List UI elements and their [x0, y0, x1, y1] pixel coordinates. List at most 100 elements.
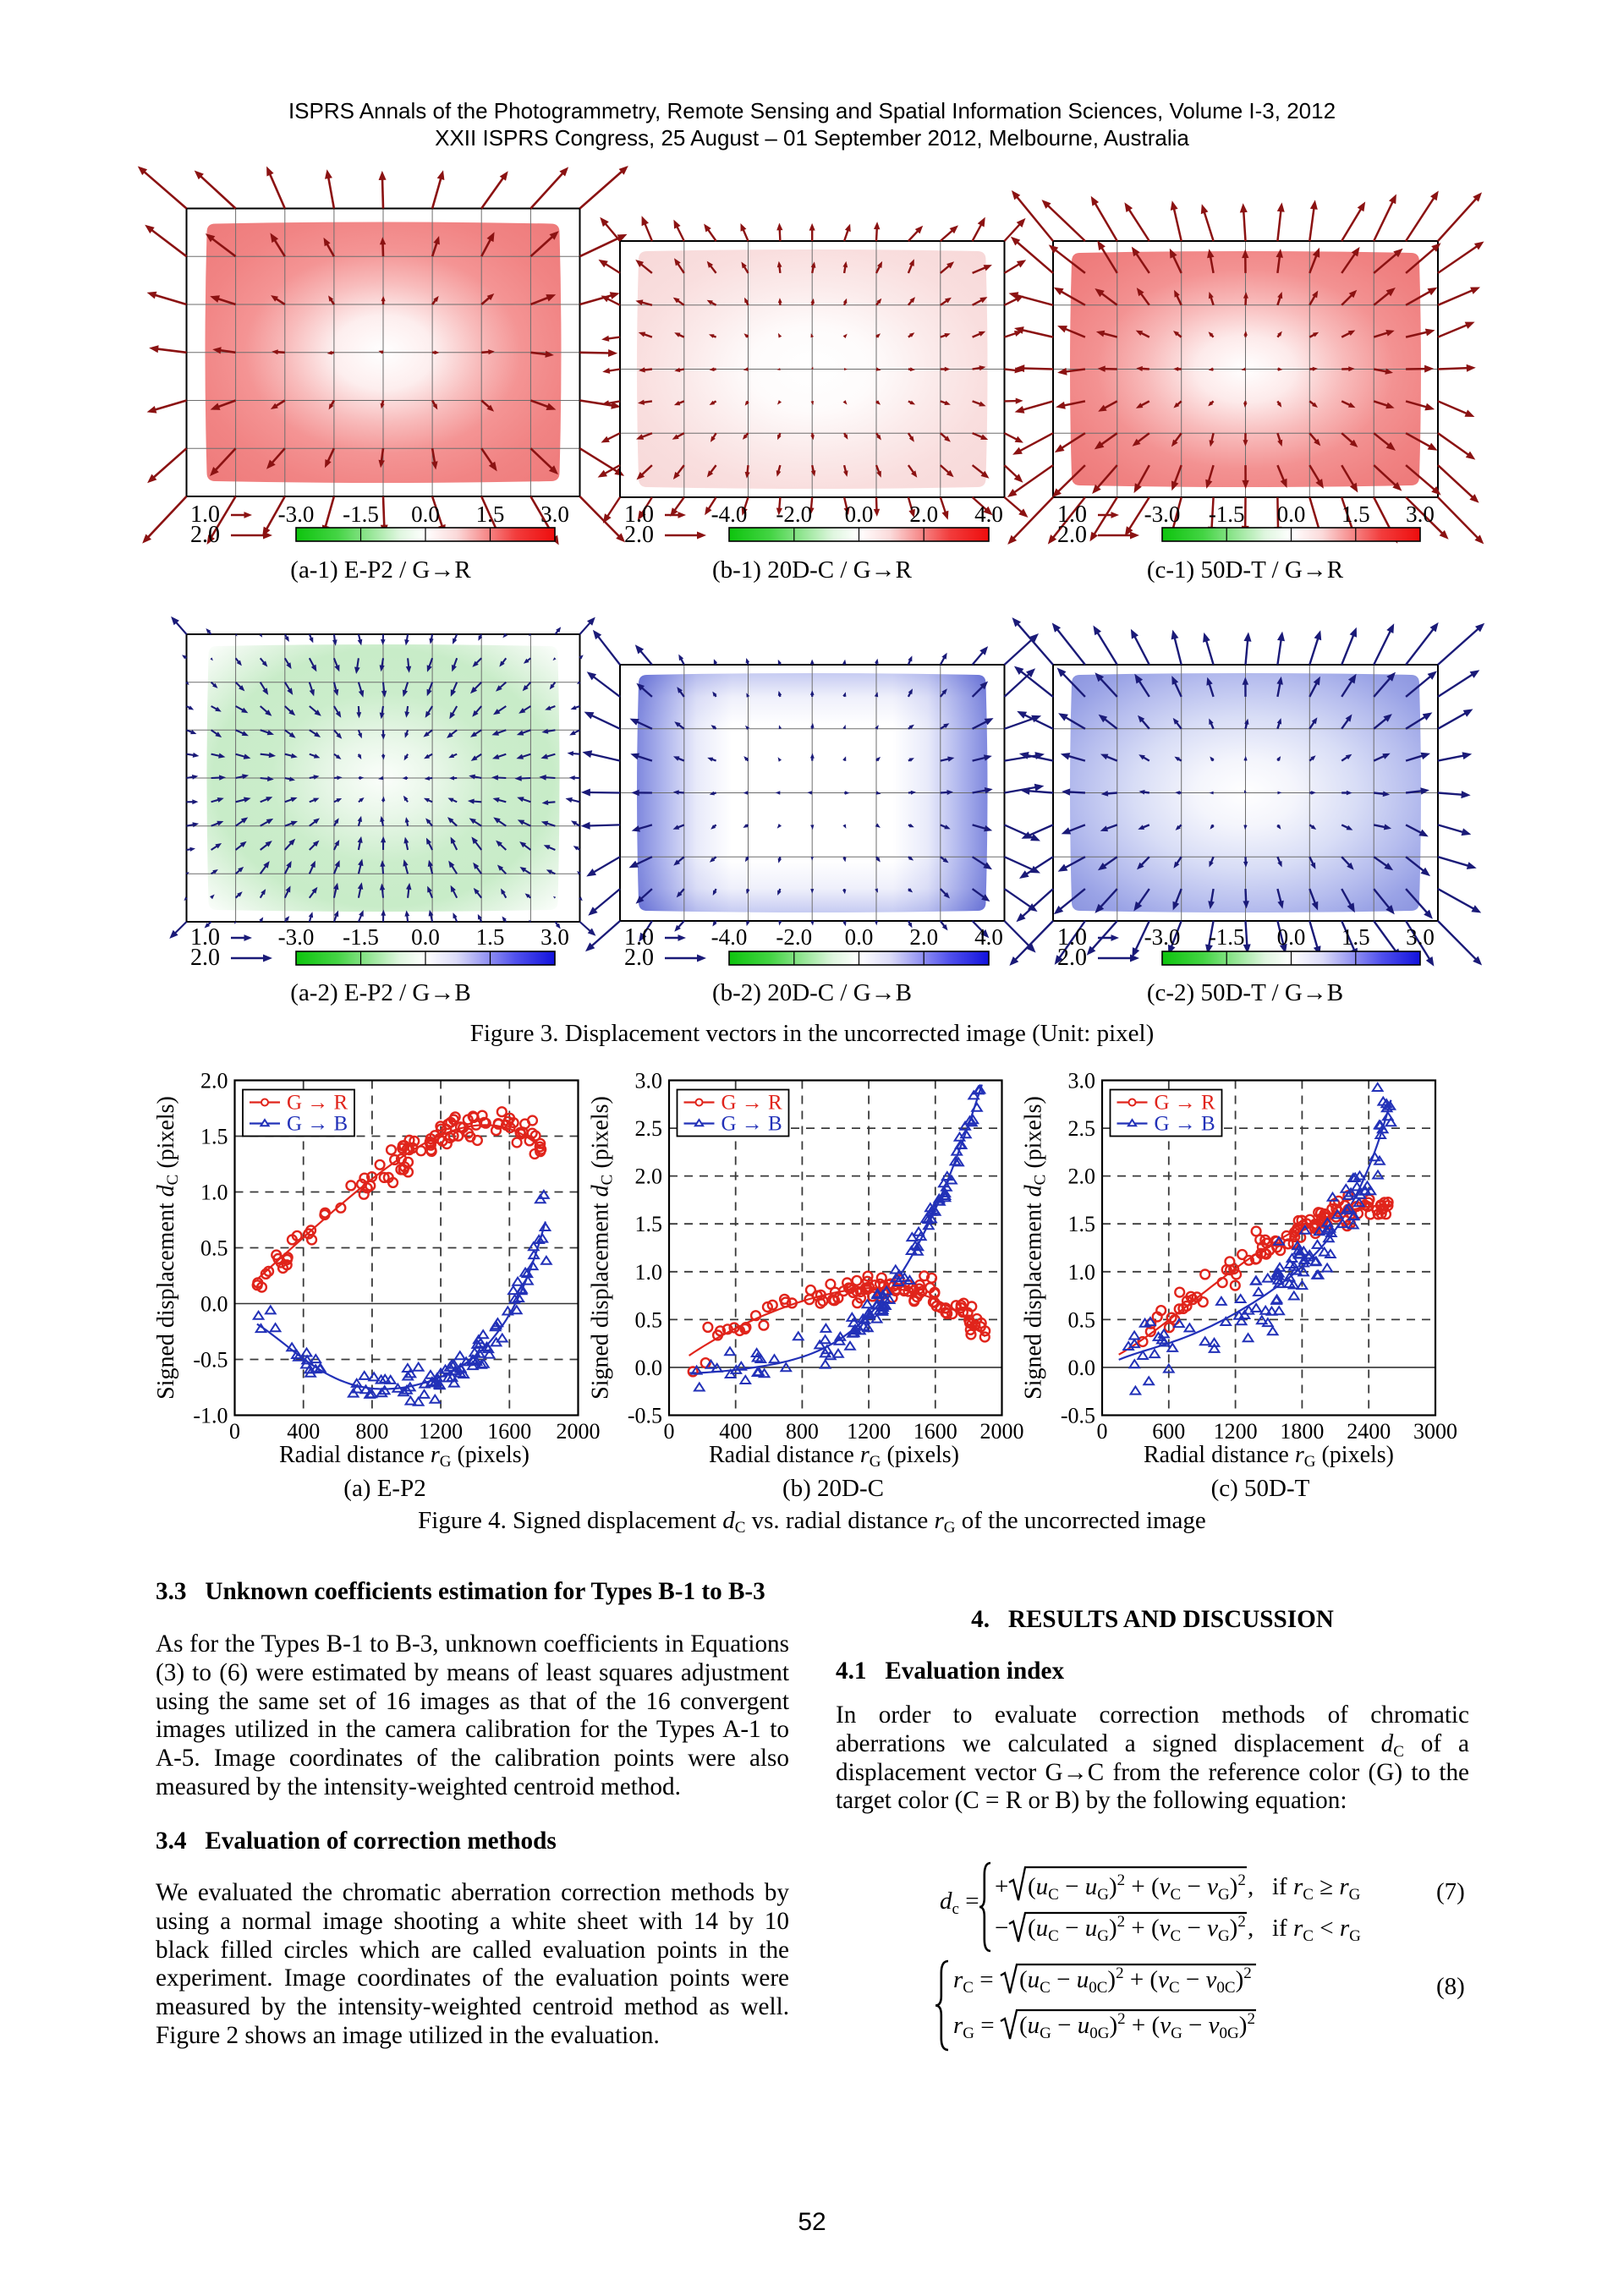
svg-text:G → R: G → R [721, 1092, 783, 1115]
svg-text:-3.0: -3.0 [1144, 501, 1181, 527]
svg-text:-4.0: -4.0 [711, 501, 748, 527]
svg-text:2.0: 2.0 [624, 522, 654, 548]
svg-text:Figure 3. Displacement vectors: Figure 3. Displacement vectors in the un… [470, 1020, 1155, 1047]
svg-text:-1.0: -1.0 [193, 1404, 228, 1428]
svg-text:1600: 1600 [914, 1419, 957, 1444]
svg-text:(b-1) 20D-C / G→R: (b-1) 20D-C / G→R [712, 556, 913, 584]
svg-text:0.0: 0.0 [200, 1292, 228, 1317]
svg-text:1.5: 1.5 [635, 1212, 663, 1236]
svg-text:3.0: 3.0 [1406, 501, 1435, 527]
svg-text:1200: 1200 [419, 1419, 463, 1444]
svg-text:2.5: 2.5 [635, 1116, 663, 1141]
svg-text:-0.5: -0.5 [1061, 1404, 1095, 1428]
svg-text:2.5: 2.5 [1068, 1116, 1096, 1141]
svg-text:(uG​ − u0G​)2​ + (vG​ − v0G​)2: (uG​ − u0G​)2​ + (vG​ − v0G​)2​ [1019, 2010, 1255, 2042]
svg-text:3.0: 3.0 [1068, 1069, 1096, 1093]
svg-text:0.5: 0.5 [1068, 1307, 1096, 1332]
svg-text:(7): (7) [1436, 1878, 1465, 1905]
svg-text:Signed displacement dC (pixels: Signed displacement dC (pixels) [153, 1096, 182, 1400]
svg-text:0.0: 0.0 [635, 1356, 663, 1380]
svg-text:G → R: G → R [287, 1092, 348, 1115]
svg-text:if rC​ < rG​: if rC​ < rG​ [1272, 1915, 1361, 1945]
svg-text:(a-1) E-P2 / G→R: (a-1) E-P2 / G→R [290, 556, 471, 584]
svg-text:800: 800 [355, 1419, 388, 1444]
svg-text:-3.0: -3.0 [278, 501, 315, 527]
svg-text:rC​ =: rC​ = [953, 1966, 994, 1997]
svg-text:400: 400 [287, 1419, 320, 1444]
svg-text:1.0: 1.0 [635, 1260, 663, 1285]
svg-text:2000: 2000 [980, 1419, 1024, 1444]
svg-text:0.0: 0.0 [411, 501, 440, 527]
svg-text:2.0: 2.0 [624, 945, 654, 971]
svg-text:-1.5: -1.5 [1209, 501, 1245, 527]
svg-text:4.0: 4.0 [974, 501, 1003, 527]
svg-text:+: + [995, 1873, 1008, 1900]
svg-text:0.0: 0.0 [1277, 924, 1306, 950]
svg-text:1800: 1800 [1280, 1419, 1324, 1444]
svg-text:2.0: 2.0 [909, 501, 938, 527]
svg-text:1.5: 1.5 [476, 501, 505, 527]
svg-text:1.0: 1.0 [200, 1181, 228, 1205]
svg-text:Signed displacement dC (pixels: Signed displacement dC (pixels) [1021, 1096, 1050, 1400]
svg-text:Radial distance rG (pixels): Radial distance rG (pixels) [1144, 1442, 1394, 1471]
svg-text:400: 400 [719, 1419, 752, 1444]
svg-text:1.5: 1.5 [476, 924, 505, 950]
svg-text:-0.5: -0.5 [628, 1404, 662, 1428]
svg-text:1600: 1600 [487, 1419, 531, 1444]
svg-text:1.0: 1.0 [1057, 501, 1087, 528]
svg-text:2400: 2400 [1347, 1419, 1391, 1444]
svg-text:0.5: 0.5 [635, 1307, 663, 1332]
svg-text:G → R: G → R [1155, 1092, 1216, 1115]
svg-text:1.5: 1.5 [200, 1125, 228, 1149]
svg-text:1.0: 1.0 [1068, 1260, 1096, 1285]
svg-text:3.0: 3.0 [635, 1069, 663, 1093]
svg-text:-0.5: -0.5 [193, 1348, 228, 1373]
svg-text:-1.5: -1.5 [343, 924, 379, 950]
svg-text:-2.0: -2.0 [776, 501, 812, 527]
svg-text:2.0: 2.0 [190, 522, 220, 548]
svg-text:Figure 4. Signed displacement: Figure 4. Signed displacement dC vs. rad… [418, 1507, 1206, 1537]
svg-text:0.0: 0.0 [1277, 501, 1306, 527]
svg-text:1.0: 1.0 [190, 924, 220, 951]
svg-text:1.0: 1.0 [624, 924, 654, 951]
svg-text:,: , [1248, 1873, 1254, 1900]
svg-text:G → B: G → B [721, 1113, 782, 1136]
svg-text:3.0: 3.0 [1406, 924, 1435, 950]
svg-text:0.0: 0.0 [411, 924, 440, 950]
svg-text:-1.5: -1.5 [343, 501, 379, 527]
svg-text:(a-2) E-P2 / G→B: (a-2) E-P2 / G→B [290, 979, 470, 1006]
svg-text:Radial distance rG (pixels): Radial distance rG (pixels) [709, 1442, 959, 1471]
svg-text:0: 0 [664, 1419, 675, 1444]
svg-text:Signed displacement dC (pixels: Signed displacement dC (pixels) [588, 1096, 617, 1400]
svg-text:G → B: G → B [1155, 1113, 1215, 1136]
svg-text:1.5: 1.5 [1341, 501, 1370, 527]
svg-text:2.0: 2.0 [190, 945, 220, 971]
svg-text:-3.0: -3.0 [1144, 924, 1181, 950]
svg-text:2.0: 2.0 [200, 1069, 228, 1093]
svg-text:1200: 1200 [847, 1419, 891, 1444]
svg-text:1.5: 1.5 [1341, 924, 1370, 950]
svg-text:0: 0 [229, 1419, 240, 1444]
svg-text:2.0: 2.0 [1057, 522, 1087, 548]
svg-text:0.0: 0.0 [845, 924, 874, 950]
svg-text:rG​ =: rG​ = [953, 2012, 995, 2042]
svg-text:-4.0: -4.0 [711, 924, 748, 950]
svg-text:2.0: 2.0 [1068, 1164, 1096, 1189]
svg-text:3000: 3000 [1413, 1419, 1457, 1444]
svg-text:(uC​ − uG​)2​ + (vC​ − vG​)2​: (uC​ − uG​)2​ + (vC​ − vG​)2​ [1028, 1871, 1246, 1904]
svg-text:(c-2) 50D-T / G→B: (c-2) 50D-T / G→B [1147, 979, 1343, 1006]
svg-text:,: , [1248, 1915, 1254, 1942]
svg-text:4.0: 4.0 [974, 924, 1003, 950]
svg-text:-1.5: -1.5 [1209, 924, 1245, 950]
svg-text:G → B: G → B [287, 1113, 348, 1136]
svg-text:3.0: 3.0 [540, 924, 569, 950]
svg-text:(c-1) 50D-T / G→R: (c-1) 50D-T / G→R [1147, 556, 1344, 584]
svg-text:−: − [995, 1915, 1008, 1942]
svg-text:dc​ =: dc​ = [940, 1888, 979, 1918]
svg-text:2.0: 2.0 [635, 1164, 663, 1189]
svg-text:600: 600 [1152, 1419, 1185, 1444]
svg-text:(c) 50D-T: (c) 50D-T [1211, 1475, 1310, 1502]
svg-text:if rC​ ≥ rG​: if rC​ ≥ rG​ [1272, 1873, 1361, 1904]
svg-text:(8): (8) [1436, 1973, 1465, 2000]
svg-text:1.0: 1.0 [624, 501, 654, 528]
